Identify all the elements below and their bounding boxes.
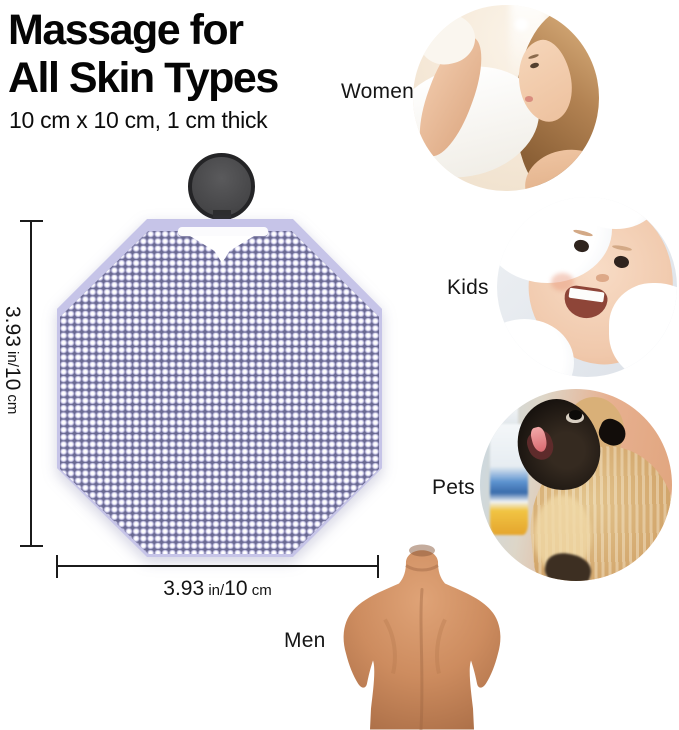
- height-dimension-cap-bottom: [20, 545, 43, 547]
- width-unit-cm: cm: [247, 582, 272, 599]
- width-dimension-cap-left: [56, 555, 58, 578]
- width-unit-in: in/: [204, 582, 225, 599]
- kids-photo: [497, 197, 677, 377]
- men-photo-spine: [419, 588, 424, 730]
- height-unit-cm: cm: [4, 390, 21, 415]
- kids-photo-nose: [596, 274, 609, 282]
- width-value-in: 3.93: [163, 577, 205, 600]
- kids-photo-teeth: [568, 287, 605, 303]
- kids-photo-cheek: [551, 272, 575, 291]
- women-photo-lips: [524, 96, 533, 102]
- women-photo: [413, 5, 599, 191]
- kids-photo-foam-hand: [608, 283, 677, 377]
- men-photo-neck-shadow: [405, 564, 439, 572]
- height-value-in: 3.93: [1, 306, 24, 347]
- height-dimension-label: 3.93 in/10 cm: [0, 306, 24, 414]
- audience-label-men: Men: [284, 629, 326, 652]
- product-size-subtitle: 10 cm x 10 cm, 1 cm thick: [9, 107, 268, 133]
- audience-label-kids: Kids: [447, 276, 489, 299]
- page-title: Massage for All Skin Types: [8, 6, 279, 102]
- suction-cup: [188, 153, 255, 220]
- width-dimension-cap-right: [377, 555, 379, 578]
- width-dimension-line: [57, 565, 378, 567]
- height-value-cm: 10: [1, 366, 24, 391]
- audience-label-women: Women: [341, 80, 414, 103]
- men-photo-hair: [409, 544, 435, 557]
- pets-photo: [480, 389, 672, 581]
- height-dimension-cap-top: [20, 220, 43, 222]
- pets-photo-pug-eye: [569, 410, 582, 420]
- pets-photo-bottle-pump: [495, 402, 519, 428]
- men-photo-back-silhouette: [343, 550, 501, 730]
- height-dimension-line: [30, 221, 32, 547]
- title-line-1: Massage for: [8, 6, 244, 54]
- width-dimension-label: 3.93 in/10 cm: [57, 577, 378, 601]
- width-value-cm: 10: [224, 577, 248, 600]
- women-photo-bokeh-light: [515, 18, 529, 32]
- height-unit-in: in/: [4, 346, 21, 367]
- title-line-2: All Skin Types: [8, 54, 279, 102]
- men-photo-shoulder-blade: [435, 618, 447, 674]
- massage-brush: [57, 219, 382, 557]
- men-photo: [343, 544, 501, 730]
- brush-rim: [57, 219, 382, 557]
- men-photo-shoulder-blade: [383, 618, 397, 674]
- audience-label-pets: Pets: [432, 476, 475, 499]
- bristle-field: [60, 231, 379, 554]
- hanging-slot: [178, 227, 268, 237]
